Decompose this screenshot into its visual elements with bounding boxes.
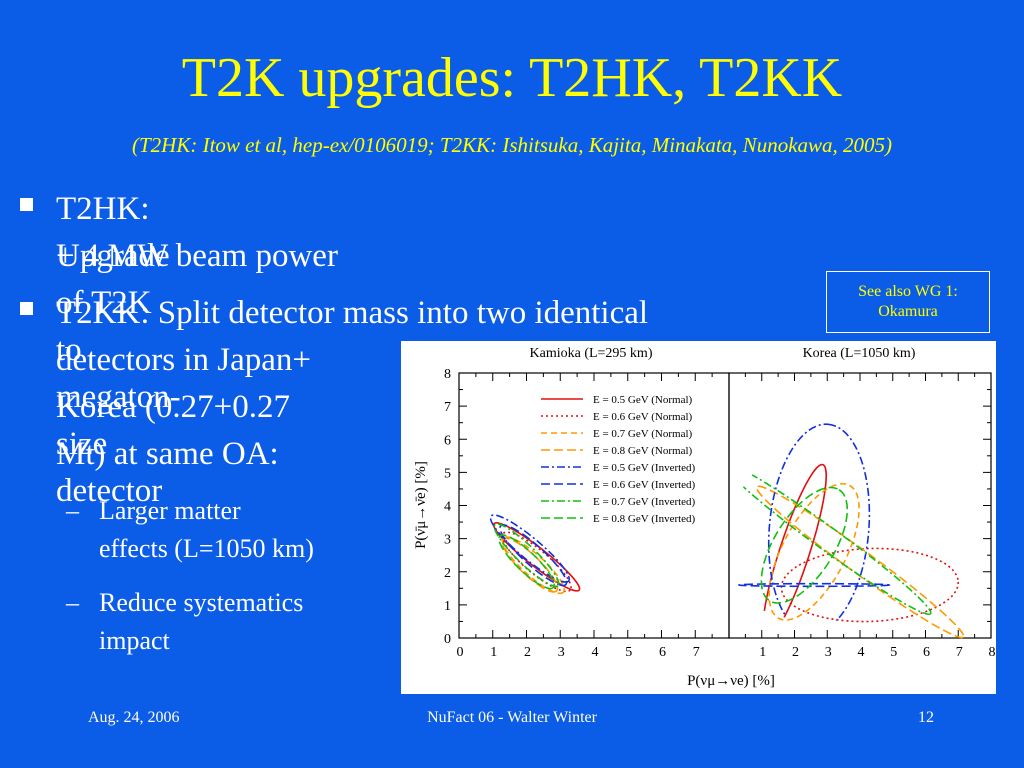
note-line: See also WG 1: (858, 283, 958, 300)
series-contour (493, 523, 560, 588)
series-contour (492, 522, 581, 592)
note-line: Okamura (878, 303, 938, 320)
legend-label: E = 0.6 GeV (Inverted) (593, 479, 696, 491)
series-contour (489, 514, 571, 583)
x-tick-label: 3 (558, 645, 565, 660)
dash-icon: – (66, 496, 79, 525)
y-tick-label: 6 (444, 433, 451, 448)
x-tick-label: 0 (457, 645, 464, 660)
see-also-note: See also WG 1: Okamura (826, 271, 990, 333)
footer-page-number: 12 (918, 709, 934, 726)
x-tick-label: 5 (625, 645, 632, 660)
x-tick-label: 5 (890, 645, 897, 660)
series-contour (501, 531, 572, 593)
series-contour (498, 534, 555, 590)
chart-figure: Kamioka (L=295 km) 0 1 2 3 4 5 6 7 0 1 2 3 4 5 6 7 8 Korea… (401, 341, 996, 694)
bullet-square-icon (20, 198, 33, 211)
probability-chart: Kamioka (L=295 km) 0 1 2 3 4 5 6 7 0 1 2 3 4 5 6 7 8 Korea… (413, 346, 996, 689)
bullet-line: Mt) at same OA: (56, 436, 279, 472)
y-tick-label: 0 (444, 632, 451, 647)
series-contour (738, 582, 891, 588)
series-contour (780, 547, 960, 623)
series-contour (499, 524, 568, 587)
bullet-line: + 4 MW beam power (56, 238, 338, 274)
series-contour (501, 536, 565, 595)
bullet-line: detectors in Japan+ (56, 342, 312, 378)
legend-label: E = 0.7 GeV (Normal) (593, 428, 693, 440)
series-contour (755, 485, 965, 639)
x-tick-label: 2 (792, 645, 799, 660)
series-contour (760, 486, 849, 604)
legend-label: E = 0.5 GeV (Normal) (593, 394, 693, 406)
sub-bullet-line: Reduce systematics (99, 588, 304, 617)
y-tick-label: 1 (444, 599, 451, 614)
x-axis-label: P(νμ→νe) [%] (687, 673, 775, 689)
sub-bullet-line: Larger matter (99, 496, 241, 525)
x-tick-label: 8 (989, 645, 996, 660)
y-tick-label: 2 (444, 566, 451, 581)
y-tick-label: 3 (444, 533, 451, 548)
bullet-square-icon (20, 302, 33, 315)
x-tick-label: 1 (490, 645, 497, 660)
panel-frame (728, 372, 992, 639)
legend-label: E = 0.6 GeV (Normal) (593, 411, 693, 423)
x-tick-label: 4 (592, 645, 599, 660)
y-tick-label: 4 (444, 500, 451, 515)
legend-label: E = 0.8 GeV (Inverted) (593, 513, 696, 525)
x-tick-label: 3 (825, 645, 832, 660)
legend-label: E = 0.8 GeV (Normal) (593, 445, 693, 457)
x-tick-label: 6 (923, 645, 930, 660)
x-tick-label: 7 (956, 645, 963, 660)
legend-label: E = 0.7 GeV (Inverted) (593, 496, 696, 508)
sub-bullet-line: effects (L=1050 km) (99, 534, 314, 563)
y-tick-label: 7 (444, 400, 451, 415)
panel-title: Korea (L=1050 km) (803, 346, 916, 361)
slide-title: T2K upgrades: T2HK, T2KK (181, 47, 843, 109)
x-tick-label: 2 (524, 645, 531, 660)
panel-title: Kamioka (L=295 km) (530, 346, 653, 361)
bullet-line: T2HK: Upgrade of T2K to megaton-size det… (56, 191, 181, 509)
legend-label: E = 0.5 GeV (Inverted) (593, 462, 696, 474)
dash-icon: – (66, 588, 79, 617)
series-contour (768, 482, 860, 621)
x-tick-label: 6 (659, 645, 666, 660)
slide-subtitle: (T2HK: Itow et al, hep-ex/0106019; T2KK:… (131, 133, 893, 157)
series-contour (767, 423, 871, 628)
bullet-line: Korea (0.27+0.27 (56, 389, 290, 425)
bullet-line: T2KK: Split detector mass into two ident… (56, 295, 649, 331)
x-tick-label: 1 (759, 645, 766, 660)
x-tick-label: 7 (693, 645, 700, 660)
y-tick-label: 5 (444, 466, 451, 481)
y-tick-label: 8 (444, 367, 451, 382)
sub-bullet-line: impact (99, 626, 170, 655)
footer-event: NuFact 06 - Walter Winter (427, 709, 597, 726)
series-contour (722, 462, 932, 616)
y-axis-label: P(ν̄μ→ν̄e) [%] (413, 461, 429, 549)
footer-date: Aug. 24, 2006 (88, 709, 180, 726)
x-tick-label: 4 (858, 645, 865, 660)
